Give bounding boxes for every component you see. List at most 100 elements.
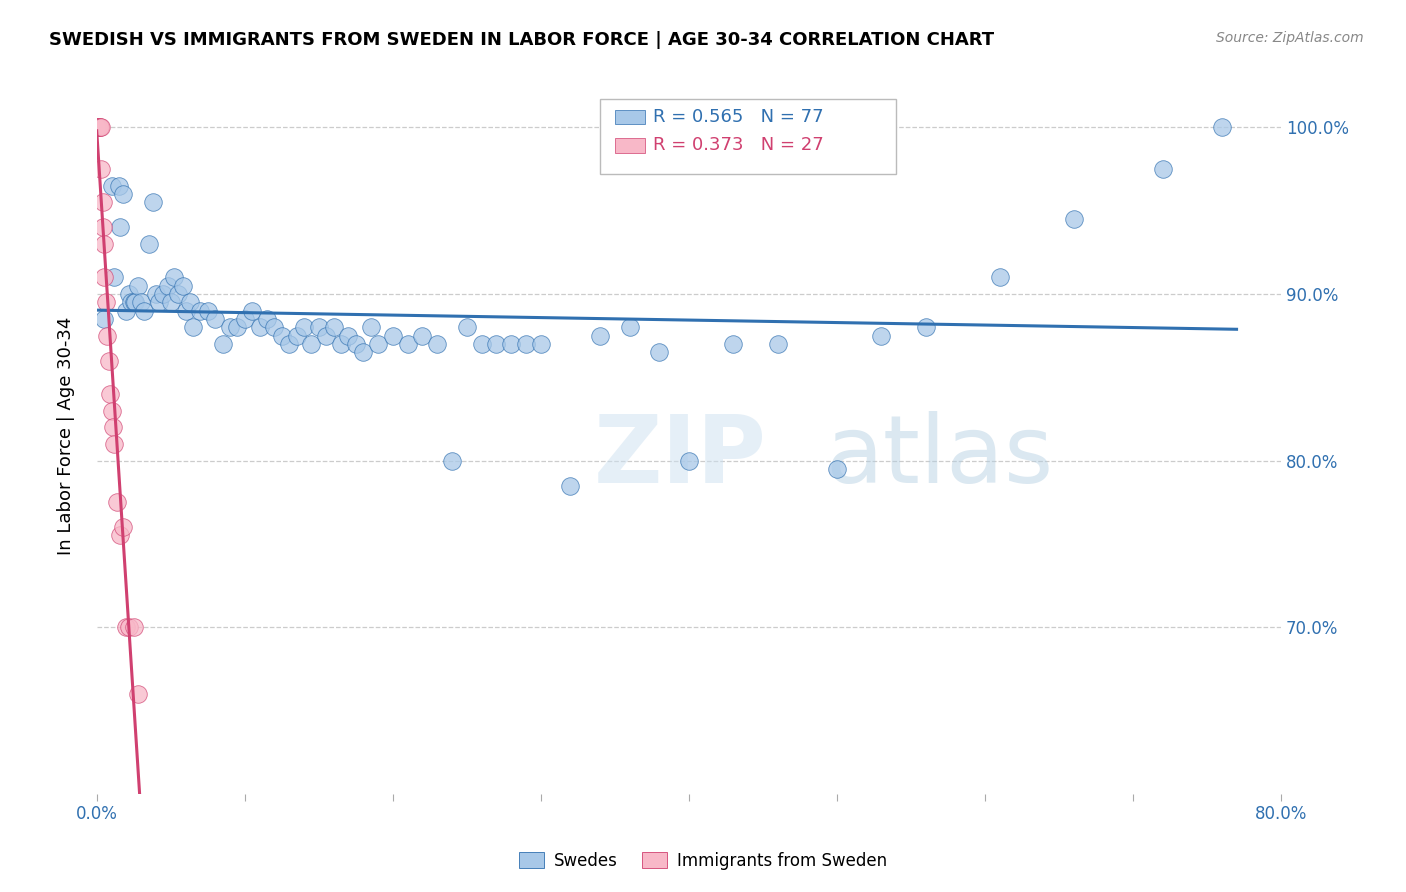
- Point: [426, 337, 449, 351]
- Point: [145, 287, 167, 301]
- Point: [110, 528, 132, 542]
- Point: [100, 178, 122, 193]
- Point: [167, 287, 190, 301]
- Point: [90, 120, 112, 135]
- FancyBboxPatch shape: [616, 110, 645, 124]
- Point: [766, 337, 789, 351]
- Point: [249, 320, 271, 334]
- Point: [648, 345, 671, 359]
- Point: [101, 420, 124, 434]
- Point: [179, 295, 201, 310]
- Point: [152, 287, 174, 301]
- Point: [86, 120, 108, 135]
- Point: [988, 270, 1011, 285]
- Point: [115, 303, 138, 318]
- Point: [560, 478, 582, 492]
- Point: [174, 303, 197, 318]
- Point: [93, 312, 115, 326]
- Point: [91, 220, 114, 235]
- Text: R = 0.565   N = 77: R = 0.565 N = 77: [654, 108, 824, 126]
- Point: [122, 295, 145, 310]
- Point: [142, 195, 165, 210]
- Point: [485, 337, 508, 351]
- Point: [172, 278, 194, 293]
- Point: [110, 220, 132, 235]
- Point: [456, 320, 478, 334]
- Point: [337, 328, 360, 343]
- Point: [115, 620, 138, 634]
- Point: [263, 320, 285, 334]
- Point: [87, 120, 110, 135]
- Point: [93, 237, 115, 252]
- Point: [138, 237, 160, 252]
- Point: [344, 337, 367, 351]
- Point: [124, 295, 146, 310]
- Point: [86, 120, 108, 135]
- Point: [285, 328, 308, 343]
- Point: [381, 328, 404, 343]
- Point: [188, 303, 211, 318]
- Point: [118, 287, 141, 301]
- Point: [181, 320, 204, 334]
- Point: [411, 328, 433, 343]
- Point: [148, 295, 170, 310]
- Point: [132, 303, 155, 318]
- Text: Source: ZipAtlas.com: Source: ZipAtlas.com: [1216, 31, 1364, 45]
- Point: [127, 687, 149, 701]
- Point: [100, 403, 122, 417]
- Point: [127, 278, 149, 293]
- Text: ZIP: ZIP: [595, 411, 766, 503]
- Point: [219, 320, 242, 334]
- Point: [530, 337, 553, 351]
- Point: [315, 328, 337, 343]
- Point: [163, 270, 186, 285]
- Point: [197, 303, 219, 318]
- Point: [292, 320, 315, 334]
- Point: [226, 320, 249, 334]
- Point: [103, 270, 125, 285]
- Point: [94, 295, 117, 310]
- FancyBboxPatch shape: [600, 99, 896, 174]
- Point: [122, 620, 145, 634]
- Point: [1063, 212, 1085, 227]
- Point: [118, 620, 141, 634]
- Point: [308, 320, 330, 334]
- Point: [107, 495, 129, 509]
- Point: [240, 303, 263, 318]
- Y-axis label: In Labor Force | Age 30-34: In Labor Force | Age 30-34: [58, 317, 75, 555]
- Point: [233, 312, 256, 326]
- Point: [97, 353, 120, 368]
- Point: [367, 337, 389, 351]
- Point: [103, 437, 125, 451]
- Point: [91, 195, 114, 210]
- Point: [352, 345, 374, 359]
- Point: [98, 387, 121, 401]
- Point: [112, 187, 135, 202]
- Point: [678, 453, 700, 467]
- Point: [330, 337, 353, 351]
- Text: R = 0.373   N = 27: R = 0.373 N = 27: [654, 136, 824, 154]
- Point: [204, 312, 226, 326]
- Point: [89, 120, 111, 135]
- Point: [440, 453, 463, 467]
- Point: [322, 320, 344, 334]
- Point: [96, 328, 118, 343]
- Point: [108, 178, 131, 193]
- Point: [299, 337, 322, 351]
- Point: [515, 337, 537, 351]
- Point: [396, 337, 419, 351]
- Point: [589, 328, 612, 343]
- Point: [1152, 162, 1174, 177]
- Point: [90, 162, 112, 177]
- Point: [120, 295, 142, 310]
- Point: [87, 120, 110, 135]
- Point: [156, 278, 179, 293]
- Point: [112, 520, 135, 534]
- Point: [1211, 120, 1233, 135]
- Point: [825, 462, 848, 476]
- FancyBboxPatch shape: [616, 138, 645, 153]
- Point: [914, 320, 936, 334]
- Point: [211, 337, 233, 351]
- Point: [471, 337, 494, 351]
- Point: [501, 337, 523, 351]
